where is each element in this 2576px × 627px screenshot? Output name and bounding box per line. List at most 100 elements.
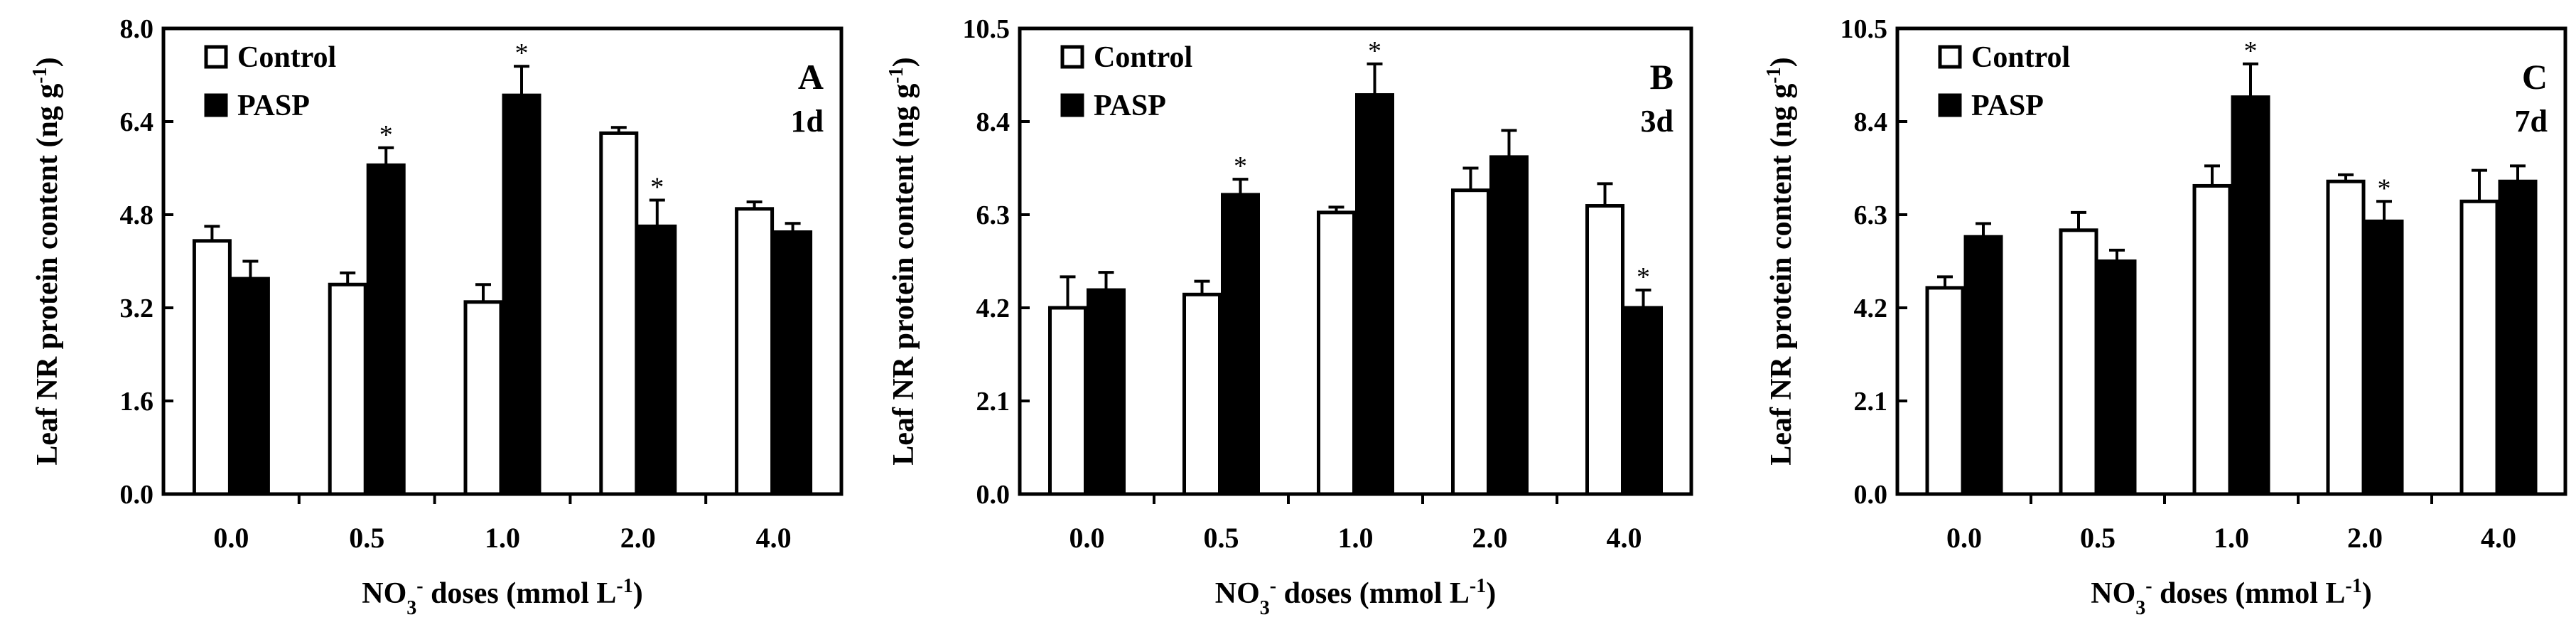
legend-label-pasp: PASP (1971, 90, 2044, 122)
legend-label-control: Control (1094, 41, 1192, 74)
y-axis-title: Leaf NR protein content (ng g-1) (29, 57, 65, 465)
y-tick-label: 4.8 (120, 200, 154, 230)
y-tick-label: 3.2 (120, 294, 154, 323)
significance-marker: * (379, 120, 393, 150)
bar-pasp (230, 277, 270, 496)
y-axis-title-main: Leaf NR protein content (ng g (1765, 84, 1798, 466)
x-tick-label: 2.0 (1472, 522, 1508, 554)
x-axis-title: NO3- doses (mmol L-1) (1215, 575, 1497, 619)
x-axis-title-sup2: -1 (616, 575, 632, 597)
x-tick-label: 0.5 (2080, 522, 2116, 554)
legend-swatch-pasp (1938, 93, 1962, 117)
bar-pasp (366, 163, 406, 496)
x-axis-title-sub: 3 (1260, 597, 1270, 619)
x-axis-title-sup2: -1 (2345, 575, 2361, 597)
significance-marker: * (1368, 36, 1381, 66)
bar-control (2326, 179, 2366, 496)
x-tick-label: 1.0 (485, 522, 520, 554)
x-tick-label: 2.0 (2347, 522, 2383, 554)
legend-swatch-control (1060, 45, 1084, 69)
bar-pasp (1221, 193, 1260, 496)
x-axis-title-pre: NO (1215, 577, 1260, 610)
bar-pasp (1489, 155, 1529, 496)
bar-control (192, 239, 232, 496)
x-axis-title-sub: 3 (406, 597, 416, 619)
legend-label-control: Control (1971, 41, 2070, 74)
bar-pasp (773, 230, 813, 496)
y-tick-label: 0.0 (120, 480, 154, 510)
legend-swatch-control (1938, 45, 1962, 69)
bar-pasp (1624, 306, 1663, 496)
x-tick-label: 0.0 (1069, 522, 1105, 554)
bar-control (599, 131, 639, 496)
x-axis-title-sup: - (416, 575, 423, 597)
legend-label-pasp: PASP (237, 90, 310, 122)
bar-pasp (637, 224, 677, 496)
x-tick-label: 1.0 (2214, 522, 2249, 554)
legend-label-control: Control (237, 41, 336, 74)
significance-marker: * (2244, 36, 2258, 66)
bar-control (1925, 286, 1965, 496)
x-axis-title-end: ) (1486, 577, 1496, 610)
y-axis-title: Leaf NR protein content (ng g-1) (885, 57, 921, 465)
time-label: 1d (791, 104, 824, 139)
time-label: 3d (1641, 104, 1674, 139)
bar-control (735, 207, 775, 496)
y-tick-label: 4.2 (976, 294, 1011, 323)
y-tick-label: 8.0 (120, 14, 154, 44)
x-axis-title-pre: NO (2091, 577, 2135, 610)
x-tick-label: 2.0 (620, 522, 656, 554)
legend-swatch-pasp (1060, 93, 1084, 117)
x-axis-title: NO3- doses (mmol L-1) (2091, 575, 2372, 619)
y-axis-title-end: ) (1765, 57, 1798, 67)
panel-A: 0.0 1.6 3.2 4.8 6.4 8.0 0.0 0.5 1.0 2.0 4.0 * * * Cont… (29, 14, 844, 619)
y-axis-title-end: ) (888, 57, 920, 67)
x-tick-label: 4.0 (1607, 522, 1642, 554)
significance-marker: * (1234, 151, 1247, 181)
panel-letter: A (798, 57, 824, 97)
x-tick-label: 0.5 (349, 522, 384, 554)
bar-pasp (2231, 95, 2270, 496)
bar-pasp (1087, 288, 1126, 496)
x-tick-label: 4.0 (756, 522, 792, 554)
x-axis-title-sup: - (1270, 575, 1276, 597)
bar-pasp (1355, 93, 1394, 496)
x-axis-title-end: ) (633, 577, 643, 610)
legend-label-pasp: PASP (1094, 90, 1166, 122)
bar-pasp (1963, 235, 2003, 496)
x-axis-title: NO3- doses (mmol L-1) (362, 575, 643, 619)
y-axis-title-sup: -1 (885, 67, 907, 83)
x-axis-title-mid: doses (mmol L (2152, 577, 2346, 610)
x-axis-title-pre: NO (362, 577, 406, 610)
significance-marker: * (650, 173, 664, 203)
panel-letter: C (2522, 57, 2548, 97)
legend-swatch-pasp (204, 93, 228, 117)
y-tick-label: 6.4 (120, 107, 154, 137)
significance-marker: * (515, 38, 529, 68)
bar-control (2459, 199, 2499, 496)
y-tick-label: 0.0 (976, 480, 1011, 510)
legend-swatch-control (204, 45, 228, 69)
y-tick-label: 2.1 (976, 387, 1011, 417)
y-tick-label: 8.4 (1854, 107, 1888, 137)
x-axis-title-sup: - (2145, 575, 2152, 597)
x-axis-title-sub: 3 (2135, 597, 2145, 619)
x-tick-label: 1.0 (1338, 522, 1374, 554)
y-tick-label: 4.2 (1854, 294, 1888, 323)
y-tick-label: 1.6 (120, 387, 154, 417)
bar-control (1317, 210, 1356, 496)
y-tick-label: 6.3 (1854, 200, 1888, 230)
x-tick-label: 0.5 (1204, 522, 1239, 554)
time-label: 7d (2515, 104, 2548, 139)
y-tick-label: 8.4 (976, 107, 1011, 137)
bar-control (2059, 228, 2098, 496)
y-tick-label: 10.5 (963, 14, 1011, 44)
y-tick-label: 6.3 (976, 200, 1011, 230)
panel-B: 0.0 2.1 4.2 6.3 8.4 10.5 0.0 0.5 1.0 2.0 4.0 * * * Con… (885, 14, 1693, 619)
y-tick-label: 10.5 (1841, 14, 1888, 44)
panel-letter: B (1650, 57, 1674, 97)
x-axis-title-end: ) (2362, 577, 2372, 610)
significance-marker: * (2378, 173, 2391, 203)
y-tick-label: 2.1 (1854, 387, 1888, 417)
